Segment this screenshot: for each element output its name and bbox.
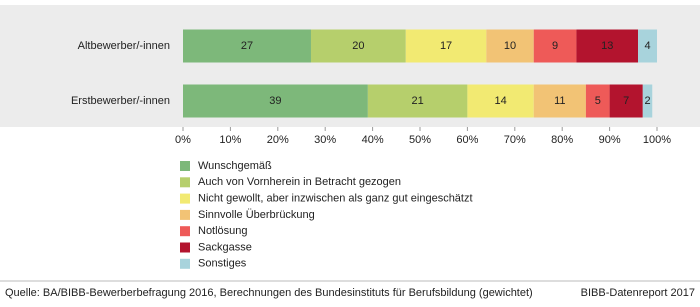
legend-label: Sinnvolle Überbrückung — [198, 209, 315, 221]
legend-label: Sackgasse — [198, 241, 252, 253]
data-label: 9 — [552, 40, 558, 52]
data-label: 5 — [595, 95, 601, 107]
data-label: 39 — [269, 95, 281, 107]
data-label: 27 — [241, 40, 253, 52]
bar-segment — [405, 29, 487, 63]
x-tick-label: 100% — [643, 134, 671, 146]
bar-segment — [183, 29, 311, 63]
x-tick-label: 60% — [456, 134, 478, 146]
data-label: 17 — [440, 40, 452, 52]
legend-label: Nicht gewollt, aber inzwischen als ganz … — [198, 193, 473, 205]
legend-swatch — [180, 177, 190, 188]
legend-swatch — [180, 226, 190, 237]
legend-swatch — [180, 193, 190, 204]
data-label: 7 — [623, 95, 629, 107]
legend-swatch — [180, 242, 190, 253]
legend-label: Notlösung — [198, 225, 248, 237]
bar-segment — [533, 29, 577, 63]
category-label: Erstbewerber/-innen — [71, 95, 170, 107]
data-label: 11 — [554, 95, 565, 107]
category-label: Altbewerber/-innen — [78, 40, 170, 52]
data-label: 13 — [601, 40, 613, 52]
data-label: 2 — [644, 95, 650, 107]
data-label: 4 — [644, 40, 650, 52]
bar-segment — [609, 84, 643, 118]
x-tick-label: 50% — [409, 134, 431, 146]
legend-swatch — [180, 258, 190, 269]
legend-label: Sonstiges — [198, 258, 247, 270]
data-label: 21 — [412, 95, 424, 107]
legend-label: Auch von Vornherein in Betracht gezogen — [198, 176, 401, 188]
x-tick-label: 70% — [504, 134, 526, 146]
x-tick-label: 0% — [175, 134, 191, 146]
bar-segment — [533, 84, 586, 118]
bar-segment — [183, 84, 368, 118]
bar-segment — [310, 29, 406, 63]
legend-swatch — [180, 209, 190, 220]
x-tick-label: 20% — [267, 134, 289, 146]
source: Quelle: BA/BIBB-Bewerberbefragung 2016, … — [5, 287, 533, 299]
bar-segment — [642, 84, 653, 118]
bar-segment — [585, 84, 610, 118]
bar-segment — [467, 84, 534, 118]
bar-segment — [576, 29, 639, 63]
bar-segment — [486, 29, 534, 63]
x-tick-label: 30% — [314, 134, 336, 146]
legend-label: Wunschgemäß — [198, 160, 272, 172]
x-tick-label: 40% — [362, 134, 384, 146]
legend-swatch — [180, 161, 190, 171]
data-label: 10 — [504, 40, 516, 52]
data-label: 14 — [494, 95, 506, 107]
bar-segment — [367, 84, 468, 118]
x-tick-label: 90% — [599, 134, 621, 146]
publisher: BIBB-Datenreport 2017 — [581, 287, 695, 299]
bar-segment — [638, 29, 657, 63]
x-tick-label: 10% — [219, 134, 241, 146]
x-tick-label: 80% — [551, 134, 573, 146]
data-label: 20 — [352, 40, 364, 52]
